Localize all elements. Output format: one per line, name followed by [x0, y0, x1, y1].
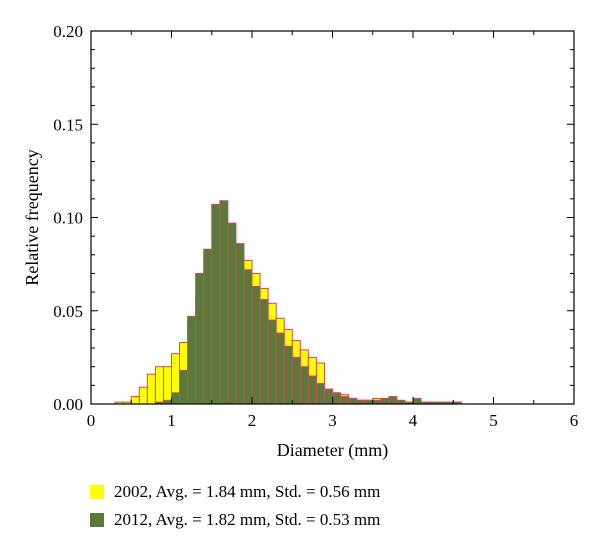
bar-2012-13 [219, 200, 229, 405]
bar-2012-29 [348, 397, 358, 405]
y-tick-label: 0.00 [53, 395, 83, 414]
bar-2012-10 [195, 272, 205, 405]
y-axis-title: Relative frequency [22, 149, 42, 285]
bar-2012-34 [388, 396, 398, 405]
bar-2012-37 [412, 397, 422, 405]
x-tick-label: 5 [489, 411, 498, 430]
legend-label-2012: 2012, Avg. = 1.82 mm, Std. = 0.53 mm [114, 510, 381, 529]
bar-2002-6 [162, 366, 172, 405]
bar-2012-14 [227, 222, 237, 405]
bar-2012-9 [187, 315, 197, 405]
bar-2002-2 [130, 396, 140, 405]
legend-item-2012: 2012, Avg. = 1.82 mm, Std. = 0.53 mm [90, 508, 380, 532]
y-tick-label: 0.05 [53, 302, 83, 321]
bar-2012-12 [211, 203, 221, 405]
y-tick-label: 0.20 [53, 22, 83, 41]
x-tick-label: 6 [570, 411, 579, 430]
histogram-chart: 0 1 2 3 4 5 6 0.00 0.05 0.10 0.15 0.20 Diameter (mm)… [22, 22, 579, 461]
bar-2012-18 [259, 299, 269, 405]
bar-2002-5 [154, 366, 164, 405]
bar-2012-16 [243, 269, 253, 405]
bar-2012-7 [171, 392, 181, 405]
legend-item-2002: 2002, Avg. = 1.84 mm, Std. = 0.56 mm [90, 480, 380, 504]
bar-2012-17 [251, 286, 261, 405]
bar-2012-20 [275, 332, 285, 405]
legend-label-2002: 2002, Avg. = 1.84 mm, Std. = 0.56 mm [114, 482, 381, 501]
bar-2012-24 [307, 375, 317, 405]
bar-2012-27 [332, 392, 342, 405]
bar-2012-28 [340, 396, 350, 405]
bar-2002-4 [146, 373, 156, 405]
legend: 2002, Avg. = 1.84 mm, Std. = 0.56 mm 201… [90, 480, 380, 536]
bar-2012-33 [380, 397, 390, 405]
x-tick-label: 1 [167, 411, 176, 430]
y-tick-label: 0.15 [53, 115, 83, 134]
x-tick-label: 3 [328, 411, 337, 430]
y-tick-label: 0.10 [53, 209, 83, 228]
bar-2012-22 [291, 356, 301, 405]
x-tick-label: 0 [87, 411, 96, 430]
bar-2012-19 [267, 319, 277, 405]
legend-swatch-2012 [90, 513, 104, 527]
bar-2012-15 [235, 243, 245, 405]
bar-2012-8 [179, 369, 189, 405]
bar-2002-3 [138, 386, 148, 405]
bar-2012-25 [315, 382, 325, 405]
plot-frame [90, 30, 575, 405]
x-tick-label: 2 [248, 411, 257, 430]
bar-2012-11 [203, 248, 213, 405]
bar-2012-23 [299, 366, 309, 405]
bar-2012-26 [323, 388, 334, 405]
legend-swatch-2002 [90, 485, 104, 499]
x-tick-label: 4 [409, 411, 418, 430]
bar-2012-21 [283, 345, 293, 405]
x-axis-title: Diameter (mm) [277, 440, 388, 461]
